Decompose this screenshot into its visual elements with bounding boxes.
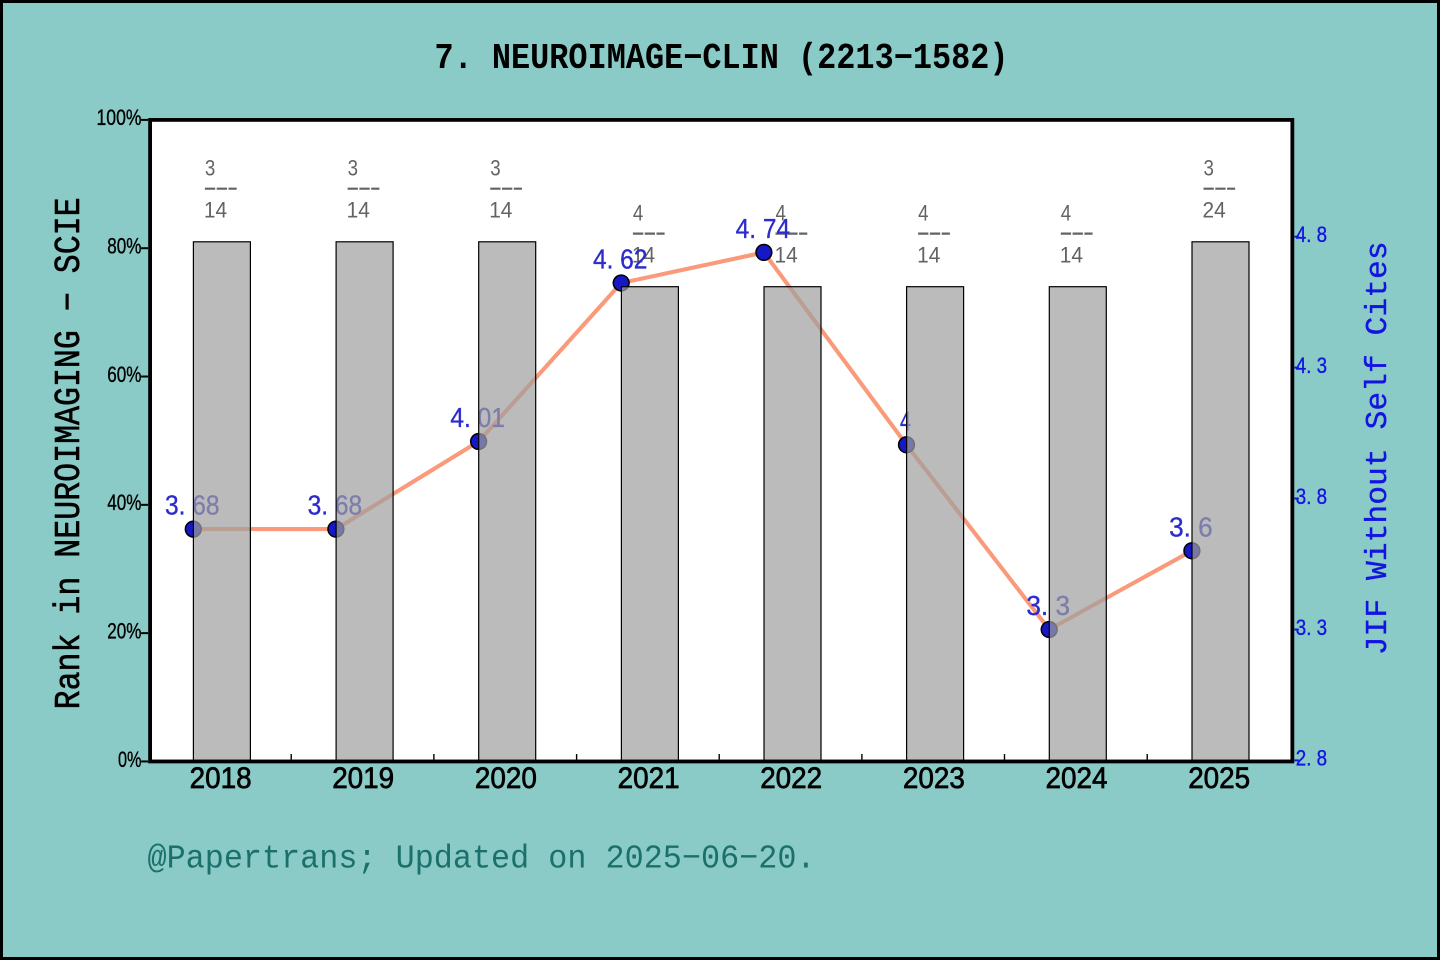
svg-text:4. 3: 4. 3 — [1296, 353, 1327, 378]
svg-text:3: 3 — [205, 155, 215, 180]
svg-text:Rank in NEUROIMAGING − SCIE: Rank in NEUROIMAGING − SCIE — [49, 197, 90, 709]
svg-text:14: 14 — [489, 198, 512, 223]
svg-text:14: 14 — [204, 198, 227, 223]
svg-text:2018: 2018 — [190, 762, 252, 795]
svg-text:4: 4 — [776, 200, 786, 225]
svg-text:3. 8: 3. 8 — [1296, 484, 1327, 509]
svg-text:3: 3 — [348, 155, 358, 180]
svg-text:3: 3 — [490, 155, 500, 180]
svg-text:4. 8: 4. 8 — [1296, 222, 1327, 247]
svg-text:2024: 2024 — [1046, 762, 1108, 795]
svg-text:3. 3: 3. 3 — [1296, 615, 1327, 640]
svg-text:14: 14 — [347, 198, 370, 223]
svg-text:4. 74: 4. 74 — [736, 213, 791, 244]
svg-text:2023: 2023 — [903, 762, 965, 795]
svg-text:14: 14 — [632, 243, 655, 268]
svg-text:40%: 40% — [107, 490, 141, 515]
svg-text:3: 3 — [1204, 155, 1214, 180]
svg-text:60%: 60% — [107, 362, 141, 387]
svg-text:2. 8: 2. 8 — [1296, 746, 1327, 771]
svg-text:2020: 2020 — [475, 762, 537, 795]
svg-text:14: 14 — [1060, 243, 1083, 268]
svg-text:2022: 2022 — [760, 762, 822, 795]
svg-text:2025: 2025 — [1188, 762, 1250, 795]
svg-text:4: 4 — [900, 405, 911, 436]
svg-text:7. NEUROIMAGE−CLIN (2213−1582): 7. NEUROIMAGE−CLIN (2213−1582) — [435, 38, 1009, 79]
svg-text:0%: 0% — [118, 747, 142, 772]
svg-text:100%: 100% — [97, 105, 142, 130]
svg-text:80%: 80% — [107, 234, 141, 259]
svg-text:@Papertrans; Updated on 2025−0: @Papertrans; Updated on 2025−06−20. — [148, 841, 816, 879]
svg-text:4. 62: 4. 62 — [593, 244, 648, 275]
svg-text:2021: 2021 — [618, 762, 680, 795]
svg-text:4: 4 — [1061, 200, 1071, 225]
svg-text:14: 14 — [917, 243, 940, 268]
svg-text:24: 24 — [1203, 198, 1226, 223]
svg-text:4: 4 — [918, 200, 928, 225]
svg-text:JIF Without Self Cites: JIF Without Self Cites — [1361, 241, 1396, 655]
svg-text:14: 14 — [775, 243, 798, 268]
svg-text:20%: 20% — [107, 618, 141, 643]
svg-text:2019: 2019 — [332, 762, 394, 795]
svg-text:4: 4 — [633, 200, 643, 225]
